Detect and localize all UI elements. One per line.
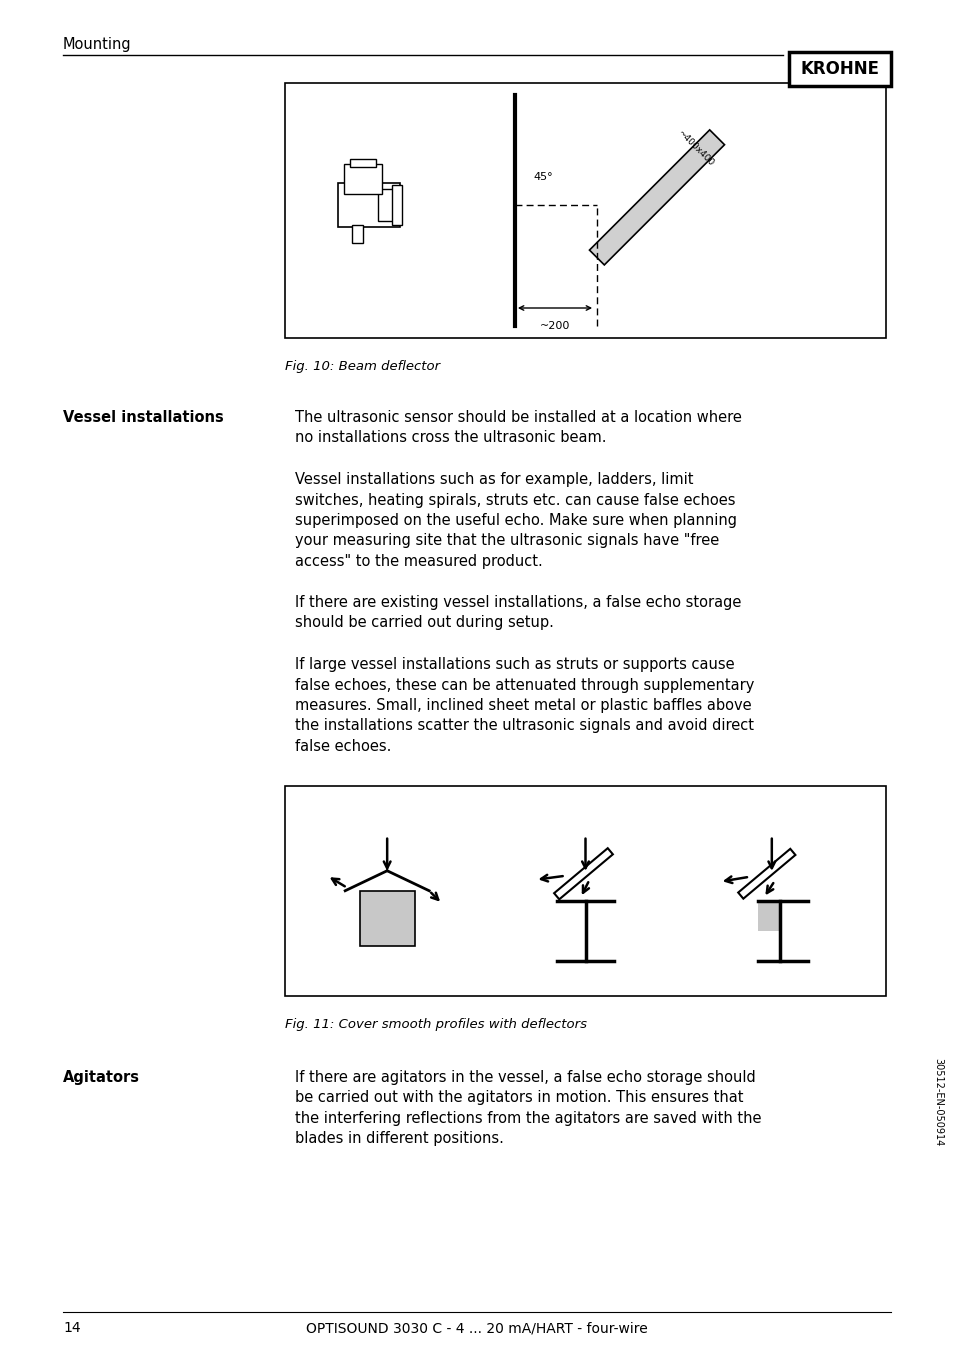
- Text: 30512-EN-050914: 30512-EN-050914: [932, 1057, 942, 1146]
- Bar: [285, 82, 885, 338]
- Bar: [392, 185, 401, 226]
- Text: KROHNE: KROHNE: [800, 59, 879, 78]
- Text: OPTISOUND 3030 C - 4 ... 20 mA/HART - four-wire: OPTISOUND 3030 C - 4 ... 20 mA/HART - fo…: [306, 1321, 647, 1334]
- Polygon shape: [554, 848, 612, 899]
- Polygon shape: [589, 130, 723, 265]
- Bar: [350, 160, 375, 168]
- Text: The ultrasonic sensor should be installed at a location where
no installations c: The ultrasonic sensor should be installe…: [294, 410, 741, 445]
- Polygon shape: [738, 849, 795, 899]
- Text: Agitators: Agitators: [63, 1069, 140, 1084]
- Text: Fig. 10: Beam deflector: Fig. 10: Beam deflector: [285, 360, 439, 373]
- Bar: [757, 900, 779, 930]
- Text: ~200: ~200: [539, 320, 570, 331]
- Text: Vessel installations such as for example, ladders, limit
switches, heating spira: Vessel installations such as for example…: [294, 472, 737, 569]
- Text: If there are agitators in the vessel, a false echo storage should
be carried out: If there are agitators in the vessel, a …: [294, 1069, 760, 1146]
- Bar: [344, 165, 381, 195]
- Text: 14: 14: [63, 1321, 81, 1334]
- Bar: [337, 184, 399, 227]
- Text: Vessel installations: Vessel installations: [63, 410, 224, 425]
- Bar: [352, 226, 363, 243]
- Text: If large vessel installations such as struts or supports cause
false echoes, the: If large vessel installations such as st…: [294, 657, 754, 753]
- Text: 45°: 45°: [533, 173, 552, 183]
- Bar: [285, 786, 885, 996]
- Text: If there are existing vessel installations, a false echo storage
should be carri: If there are existing vessel installatio…: [294, 595, 740, 630]
- Bar: [788, 51, 890, 87]
- Bar: [359, 891, 415, 946]
- Bar: [377, 189, 399, 222]
- Text: ~400x400: ~400x400: [675, 127, 714, 168]
- Text: Mounting: Mounting: [63, 37, 132, 51]
- Text: Fig. 11: Cover smooth profiles with deflectors: Fig. 11: Cover smooth profiles with defl…: [285, 1018, 586, 1030]
